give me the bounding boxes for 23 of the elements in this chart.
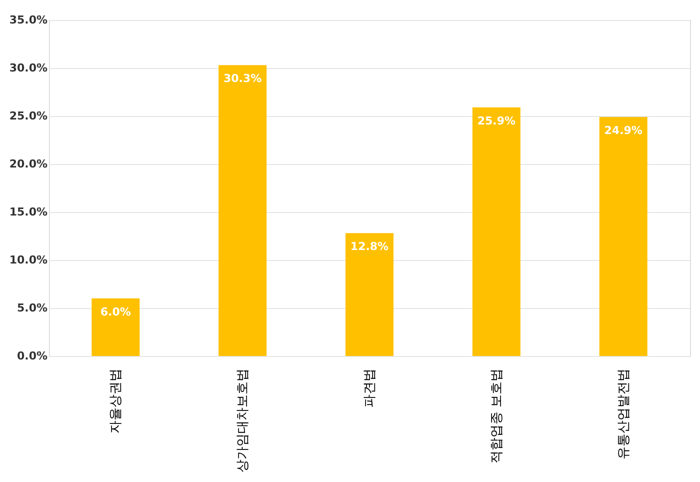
y-tick-label: 0.0% — [16, 350, 48, 362]
x-tick-label: 상가임대차보호법 — [236, 368, 251, 472]
bar — [472, 107, 520, 356]
y-tick-label: 15.0% — [9, 206, 48, 218]
x-tick-label: 파견법 — [362, 368, 378, 408]
y-tick-label: 30.0% — [9, 62, 48, 74]
x-tick-label: 유통산업발전법 — [616, 368, 632, 460]
bar — [346, 233, 394, 356]
y-tick-label: 20.0% — [9, 158, 48, 170]
y-tick-label: 25.0% — [9, 110, 48, 122]
data-label: 12.8% — [350, 240, 389, 254]
bar — [599, 116, 648, 356]
data-label: 24.9% — [604, 124, 642, 137]
x-tick-label: 적합업종 보호법 — [489, 368, 504, 464]
x-tick-label: 자율상권법 — [108, 368, 124, 434]
y-tick-label: 35.0% — [9, 14, 48, 26]
bar — [218, 65, 267, 356]
y-tick-label: 5.0% — [16, 302, 48, 314]
data-label: 30.3% — [223, 72, 262, 86]
data-label: 6.0% — [100, 305, 131, 318]
y-tick-label: 10.0% — [9, 254, 48, 266]
bar — [92, 298, 140, 356]
data-label: 25.9% — [477, 114, 516, 128]
